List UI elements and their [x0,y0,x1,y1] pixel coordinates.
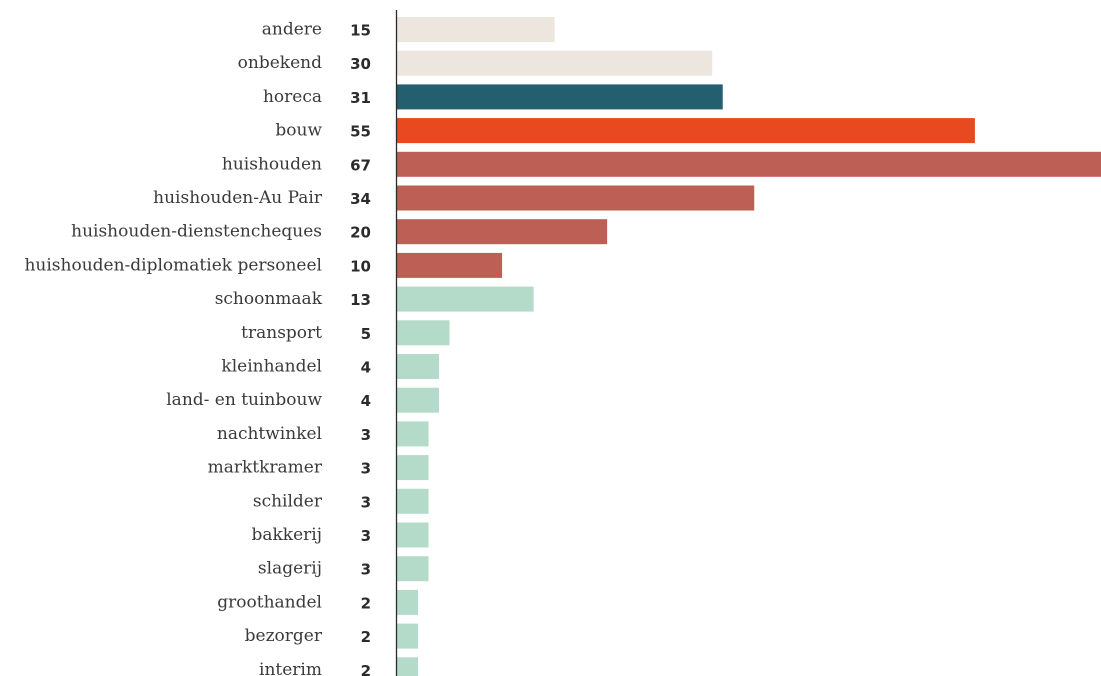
bar-nachtwinkel [397,421,429,447]
category-label: huishouden-diplomatiek personeel [24,255,322,275]
bar-schoonmaak [397,286,534,312]
category-label: huishouden-dienstencheques [71,222,322,242]
bar-slagerij [397,556,429,582]
value-label: 3 [361,493,371,511]
category-labels: andere onbekend horeca bouw huishouden huisho… [24,20,322,676]
value-label: 30 [350,55,371,73]
category-label: kleinhandel [221,357,322,377]
value-label: 34 [350,190,371,208]
value-label: 3 [361,561,371,579]
bar-marktkramer [397,455,429,481]
bar-andere [397,17,555,42]
value-label: 3 [361,527,371,545]
value-label: 13 [350,291,371,309]
category-label: marktkramer [208,458,323,478]
value-label: 20 [350,224,371,242]
category-label: bouw [275,121,322,141]
value-label: 3 [361,426,371,444]
value-label: 2 [361,662,371,676]
bar-huishouden-diplomatiek-personeel [397,252,503,278]
bar-bouw [397,118,975,144]
category-label: slagerij [258,559,322,579]
category-label: huishouden [222,154,322,174]
category-label: onbekend [238,53,322,73]
value-label: 67 [350,156,371,174]
category-label: interim [259,660,322,676]
bar-interim [397,657,419,676]
category-label: nachtwinkel [217,424,322,444]
value-label: 4 [361,392,371,410]
bar-huishouden-dienstencheques [397,219,608,245]
category-label: land- en tuinbouw [166,390,322,410]
value-labels: 15 30 31 55 67 34 20 10 13 5 4 4 3 3 3 3 3 2 2 2 [350,22,371,676]
value-label: 2 [361,628,371,646]
value-label: 5 [361,325,371,343]
category-label: groothandel [217,592,322,612]
value-label: 4 [361,359,371,377]
category-label: schilder [253,491,323,511]
category-label: transport [241,323,322,343]
bar-horeca [397,84,723,110]
bar-land-en-tuinbouw [397,387,440,413]
value-label: 2 [361,594,371,612]
bar-kleinhandel [397,354,440,379]
value-label: 10 [350,257,371,275]
bars-group [397,17,1101,676]
category-label: bezorger [245,626,323,646]
bar-onbekend [397,50,713,76]
value-label: 31 [350,89,371,107]
bar-bezorger [397,623,419,649]
bar-schilder [397,488,429,514]
bar-huishouden-au-pair [397,185,755,211]
bar-transport [397,320,450,346]
bar-groothandel [397,589,419,615]
value-label: 3 [361,460,371,478]
category-label: bakkerij [251,525,322,545]
bar-bakkerij [397,522,429,548]
category-label: huishouden-Au Pair [153,188,323,208]
category-label: horeca [263,87,322,107]
category-label: schoonmaak [215,289,323,309]
value-label: 55 [350,123,371,141]
bar-huishouden [397,151,1101,177]
value-label: 15 [350,22,371,40]
category-label: andere [262,20,322,40]
